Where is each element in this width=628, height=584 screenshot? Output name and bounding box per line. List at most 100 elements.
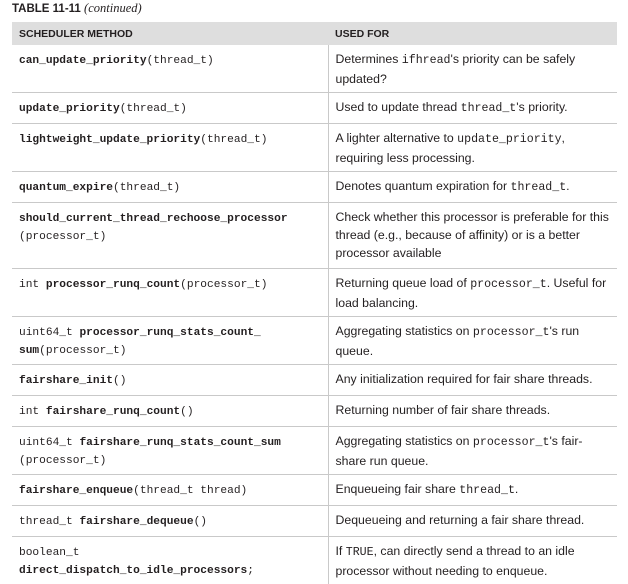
table-row: update_priority(thread_t)Used to update … bbox=[12, 93, 617, 124]
description-cell: If TRUE, can directly send a thread to a… bbox=[328, 537, 617, 584]
inline-code: processor_t bbox=[473, 436, 550, 449]
description-text: Enqueueing fair share bbox=[336, 482, 460, 496]
table-row: int processor_runq_count(processor_t)Ret… bbox=[12, 269, 617, 317]
description-cell: Returning queue load of processor_t. Use… bbox=[328, 269, 617, 317]
description-text: Check whether this processor is preferab… bbox=[336, 210, 609, 260]
method-name: lightweight_update_priority bbox=[19, 134, 200, 146]
method-signature-text: (thread_t) bbox=[113, 182, 180, 194]
table-row: can_update_priority(thread_t)Determines … bbox=[12, 45, 617, 93]
method-name: fairshare_runq_count bbox=[46, 406, 180, 418]
inline-code: TRUE bbox=[346, 546, 374, 559]
method-signature-text: int bbox=[19, 279, 46, 291]
method-name: processor_runq_count bbox=[46, 279, 180, 291]
method-signature-text: (thread_t) bbox=[147, 55, 214, 67]
table-row: uint64_t processor_runq_stats_count_sum(… bbox=[12, 317, 617, 365]
description-text: 's priority. bbox=[516, 100, 567, 114]
method-signature-text: uint64_t bbox=[19, 437, 79, 449]
description-cell: Denotes quantum expiration for thread_t. bbox=[328, 172, 617, 203]
method-signature-text: uint64_t bbox=[19, 327, 79, 339]
scheduler-methods-table: SCHEDULER METHOD USED FOR can_update_pri… bbox=[12, 22, 617, 584]
method-cell: quantum_expire(thread_t) bbox=[12, 172, 328, 203]
description-text: Used to update thread bbox=[336, 100, 461, 114]
method-name: fairshare_runq_stats_count_sum bbox=[79, 437, 280, 449]
description-text: Determines bbox=[336, 52, 402, 66]
method-signature-text: (processor_t) bbox=[180, 279, 267, 291]
table-row: quantum_expire(thread_t)Denotes quantum … bbox=[12, 172, 617, 203]
method-name: fairshare_init bbox=[19, 375, 113, 387]
method-cell: uint64_t processor_runq_stats_count_sum(… bbox=[12, 317, 328, 365]
description-cell: Any initialization required for fair sha… bbox=[328, 365, 617, 396]
description-text: Returning queue load of bbox=[336, 276, 471, 290]
inline-code: processor_t bbox=[470, 278, 547, 291]
description-text: A lighter alternative to bbox=[336, 131, 458, 145]
method-signature-text: int bbox=[19, 406, 46, 418]
column-header-method: SCHEDULER METHOD bbox=[12, 22, 328, 45]
method-signature-text: () bbox=[113, 375, 126, 387]
description-text: Any initialization required for fair sha… bbox=[336, 372, 593, 386]
method-signature-text: boolean_t bbox=[19, 547, 79, 559]
table-row: uint64_t fairshare_runq_stats_count_sum (… bbox=[12, 427, 617, 475]
description-cell: Aggregating statistics on processor_t's … bbox=[328, 317, 617, 365]
table-row: should_current_thread_rechoose_processor… bbox=[12, 203, 617, 269]
method-signature-text: (processor_t) bbox=[19, 231, 106, 243]
description-cell: Returning number of fair share threads. bbox=[328, 396, 617, 427]
table-header-row: SCHEDULER METHOD USED FOR bbox=[12, 22, 617, 45]
method-name: can_update_priority bbox=[19, 55, 147, 67]
method-cell: thread_t fairshare_dequeue() bbox=[12, 506, 328, 537]
description-text: Aggregating statistics on bbox=[336, 324, 473, 338]
method-cell: fairshare_init() bbox=[12, 365, 328, 396]
table-row: fairshare_init() Any initialization requi… bbox=[12, 365, 617, 396]
description-cell: Determines ifhread's priority can be saf… bbox=[328, 45, 617, 93]
method-signature-text: ; bbox=[247, 565, 254, 577]
method-cell: update_priority(thread_t) bbox=[12, 93, 328, 124]
inline-code: thread_t bbox=[511, 181, 567, 194]
table-row: int fairshare_runq_count() Returning numb… bbox=[12, 396, 617, 427]
method-name: fairshare_enqueue bbox=[19, 485, 133, 497]
description-text: If bbox=[336, 544, 346, 558]
description-cell: Dequeueing and returning a fair share th… bbox=[328, 506, 617, 537]
method-signature-text: (thread_t) bbox=[120, 103, 187, 115]
description-text: Denotes quantum expiration for bbox=[336, 179, 511, 193]
description-text: . bbox=[566, 179, 569, 193]
inline-code: thread_t bbox=[459, 484, 515, 497]
table-row: boolean_t direct_dispatch_to_idle_process… bbox=[12, 537, 617, 584]
inline-code: update_priority bbox=[457, 133, 561, 146]
method-signature-text: () bbox=[194, 516, 207, 528]
description-cell: Aggregating statistics on processor_t's … bbox=[328, 427, 617, 475]
table-row: lightweight_update_priority(thread_t)A l… bbox=[12, 124, 617, 172]
table-caption: TABLE 11-11 (continued) bbox=[12, 1, 142, 16]
method-name: should_current_thread_rechoose_processor bbox=[19, 213, 288, 225]
method-cell: int fairshare_runq_count() bbox=[12, 396, 328, 427]
method-name: processor_runq_stats_count_ bbox=[79, 327, 260, 339]
method-signature-text: (thread_t thread) bbox=[133, 485, 247, 497]
column-header-used-for: USED FOR bbox=[328, 22, 617, 45]
method-name: quantum_expire bbox=[19, 182, 113, 194]
description-cell: Check whether this processor is preferab… bbox=[328, 203, 617, 269]
method-signature-text: (processor_t) bbox=[19, 455, 106, 467]
method-cell: boolean_t direct_dispatch_to_idle_process… bbox=[12, 537, 328, 584]
method-name: direct_dispatch_to_idle_processors bbox=[19, 565, 247, 577]
description-cell: Enqueueing fair share thread_t. bbox=[328, 475, 617, 506]
description-text: . bbox=[515, 482, 518, 496]
description-text: Returning number of fair share threads. bbox=[336, 403, 551, 417]
table-continued-label: (continued) bbox=[84, 1, 142, 15]
method-cell: uint64_t fairshare_runq_stats_count_sum (… bbox=[12, 427, 328, 475]
method-signature-text: (thread_t) bbox=[200, 134, 267, 146]
inline-code: ifhread bbox=[402, 54, 451, 67]
inline-code: processor_t bbox=[473, 326, 550, 339]
description-text: Dequeueing and returning a fair share th… bbox=[336, 513, 585, 527]
method-cell: fairshare_enqueue(thread_t thread) bbox=[12, 475, 328, 506]
method-cell: lightweight_update_priority(thread_t) bbox=[12, 124, 328, 172]
description-cell: Used to update thread thread_t's priorit… bbox=[328, 93, 617, 124]
table-number: TABLE 11-11 bbox=[12, 3, 81, 15]
table-row: thread_t fairshare_dequeue() Dequeueing a… bbox=[12, 506, 617, 537]
method-name: sum bbox=[19, 345, 39, 357]
method-signature-text: (processor_t) bbox=[39, 345, 126, 357]
method-cell: int processor_runq_count(processor_t) bbox=[12, 269, 328, 317]
description-cell: A lighter alternative to update_priority… bbox=[328, 124, 617, 172]
method-cell: should_current_thread_rechoose_processor… bbox=[12, 203, 328, 269]
table-row: fairshare_enqueue(thread_t thread)Enqueu… bbox=[12, 475, 617, 506]
method-name: update_priority bbox=[19, 103, 120, 115]
method-name: fairshare_dequeue bbox=[79, 516, 193, 528]
method-cell: can_update_priority(thread_t) bbox=[12, 45, 328, 93]
